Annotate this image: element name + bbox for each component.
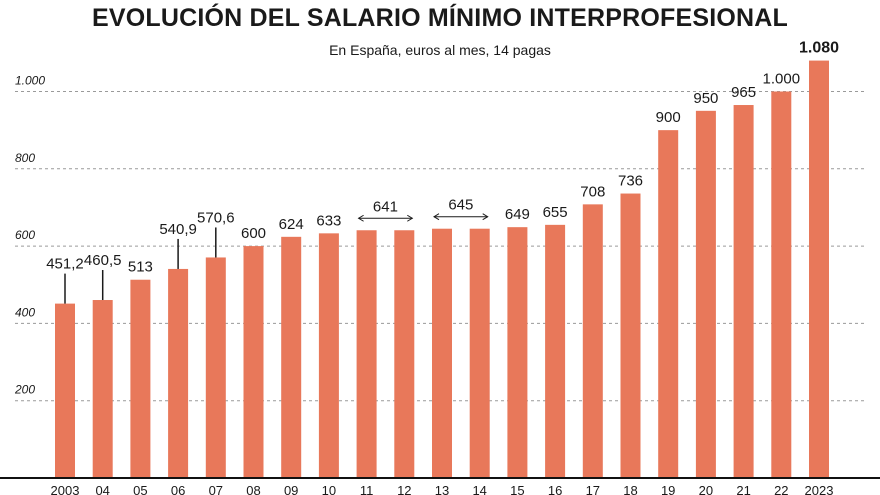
y-tick-label: 400 <box>15 305 35 319</box>
chart-subtitle: En España, euros al mes, 14 pagas <box>329 42 551 58</box>
data-label: 570,6 <box>197 209 235 226</box>
bar <box>809 60 829 479</box>
data-label: 655 <box>543 204 568 221</box>
data-label: 736 <box>618 173 643 190</box>
x-tick-label: 2023 <box>805 483 834 495</box>
data-label: 950 <box>693 90 718 107</box>
data-label: 1.080 <box>799 40 839 57</box>
span-arrow-left <box>433 213 440 221</box>
x-tick-label: 08 <box>246 483 260 495</box>
data-label: 1.000 <box>763 71 801 88</box>
data-label: 540,9 <box>159 221 197 238</box>
bar <box>281 236 302 478</box>
x-tick-label: 06 <box>171 483 185 495</box>
span-arrow-right <box>482 213 489 221</box>
data-label: 900 <box>656 109 681 126</box>
bar <box>356 230 377 478</box>
data-label: 641 <box>373 198 398 215</box>
x-tick-label: 21 <box>736 483 750 495</box>
data-label: 708 <box>580 183 605 200</box>
x-tick-label: 19 <box>661 483 675 495</box>
x-tick-label: 09 <box>284 483 298 495</box>
bar <box>55 303 75 478</box>
data-label: 513 <box>128 259 153 276</box>
x-tick-label: 15 <box>510 483 524 495</box>
x-tick-label: 20 <box>699 483 713 495</box>
data-label: 460,5 <box>84 252 122 269</box>
x-tick-label: 22 <box>774 483 788 495</box>
bar <box>695 110 716 478</box>
y-tick-label: 1.000 <box>15 74 45 88</box>
bar <box>545 224 566 478</box>
bar <box>620 193 641 478</box>
x-tick-label: 14 <box>472 483 486 495</box>
x-tick-label: 12 <box>397 483 411 495</box>
data-label: 649 <box>505 206 530 223</box>
x-tick-label: 18 <box>623 483 637 495</box>
x-tick-label: 05 <box>133 483 147 495</box>
x-tick-label: 16 <box>548 483 562 495</box>
bar <box>771 91 792 478</box>
bar <box>205 257 226 478</box>
x-tick-label: 17 <box>586 483 600 495</box>
y-tick-label: 800 <box>15 151 35 165</box>
bar <box>469 228 490 478</box>
y-tick-label: 600 <box>15 228 35 242</box>
bar <box>394 230 415 478</box>
data-label: 624 <box>279 216 304 233</box>
bar <box>658 130 679 478</box>
bar <box>92 300 113 478</box>
x-tick-label: 13 <box>435 483 449 495</box>
x-tick-label: 11 <box>360 483 374 495</box>
data-label: 965 <box>731 84 756 101</box>
data-label: 645 <box>448 197 473 214</box>
bar <box>243 246 264 478</box>
bar <box>582 204 603 478</box>
chart-title: EVOLUCIÓN DEL SALARIO MÍNIMO INTERPROFES… <box>91 4 789 32</box>
span-arrow-right <box>407 214 414 222</box>
y-tick-label: 200 <box>14 383 35 397</box>
data-label: 600 <box>241 225 266 242</box>
bar <box>507 227 528 478</box>
x-tick-label: 10 <box>322 483 336 495</box>
bar <box>168 268 189 478</box>
bar <box>318 233 339 478</box>
bar <box>432 228 452 478</box>
x-tick-label: 2003 <box>51 483 80 495</box>
data-label: 451,2 <box>46 256 84 273</box>
span-arrow-left <box>357 214 364 222</box>
x-tick-label: 04 <box>95 483 109 495</box>
bar <box>130 279 151 478</box>
bar <box>733 105 754 478</box>
x-tick-label: 07 <box>209 483 223 495</box>
data-label: 633 <box>316 212 341 229</box>
